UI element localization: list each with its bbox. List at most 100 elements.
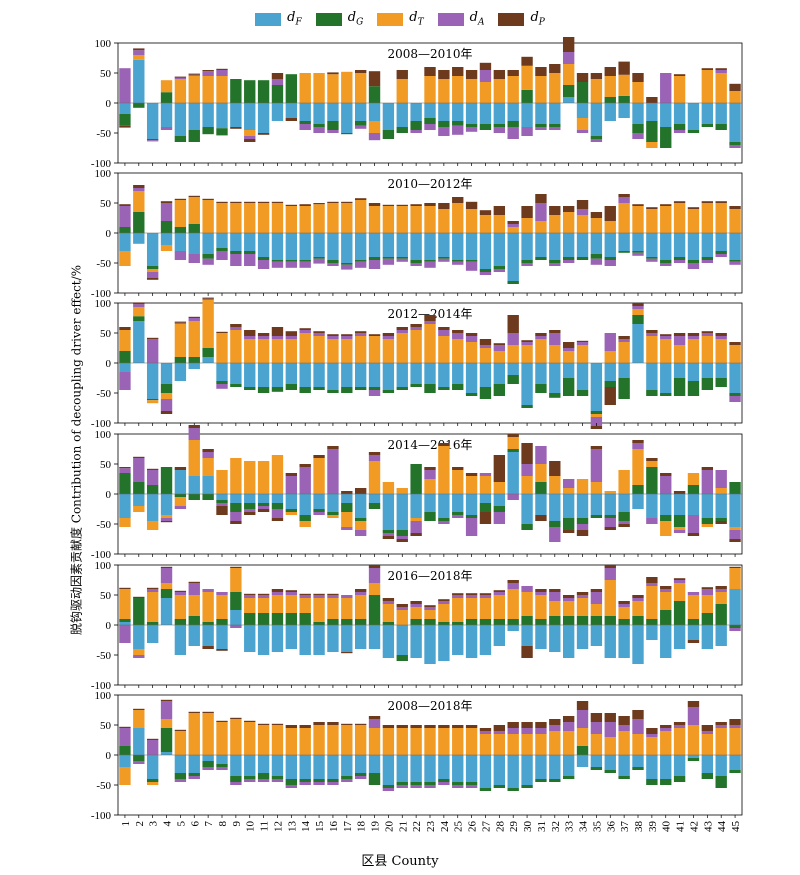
bar-dT-county-13 — [285, 595, 298, 613]
bar-dF-county-1 — [119, 363, 131, 372]
bar-dA-county-16 — [327, 336, 339, 339]
bar-dT-county-22 — [410, 330, 422, 363]
bar-dP-county-23 — [424, 203, 436, 206]
bar-dP-county-44 — [715, 333, 727, 336]
bar-dP-county-5 — [174, 590, 187, 592]
bar-dF-county-19 — [368, 233, 381, 257]
bar-dG-county-28 — [493, 124, 506, 127]
x-tick-label: 36 — [605, 821, 617, 833]
bar-dT-county-33 — [562, 601, 575, 616]
bar-dP-county-14 — [299, 593, 311, 595]
bar-dP-county-16 — [327, 593, 339, 595]
bar-dP-county-10 — [244, 720, 256, 722]
bar-dF-county-25 — [452, 103, 464, 121]
bar-dP-county-23 — [424, 605, 436, 607]
bar-dF-county-41 — [673, 625, 686, 649]
bar-dT-county-40 — [660, 731, 672, 755]
bar-dF-county-37 — [618, 103, 630, 118]
bar-dA-county-43 — [701, 260, 714, 263]
bar-dF-county-21 — [396, 494, 408, 530]
y-tick-label: -100 — [91, 158, 112, 170]
bar-dG-county-40 — [660, 127, 672, 148]
bar-dT-county-36 — [604, 351, 616, 363]
bar-dT-county-15 — [313, 73, 325, 103]
bar-dT-county-23 — [424, 76, 436, 103]
bar-dG-county-28 — [493, 506, 506, 512]
bar-dG-county-3 — [146, 139, 159, 141]
bar-dP-county-39 — [646, 577, 658, 583]
bar-dG-county-35 — [590, 515, 603, 518]
bar-dA-county-28 — [493, 269, 506, 272]
bar-dP-county-27 — [479, 339, 492, 345]
bar-dF-county-28 — [493, 625, 506, 646]
bar-dF-county-43 — [701, 494, 714, 518]
bar-dG-county-29 — [507, 449, 519, 452]
bar-dG-county-27 — [479, 788, 492, 791]
bar-dA-county-3 — [146, 470, 159, 485]
x-tick-label: 8 — [217, 821, 229, 827]
bar-dF-county-34 — [576, 494, 589, 518]
bar-dG-county-24 — [438, 257, 450, 259]
bar-dT-county-37 — [618, 731, 630, 755]
bar-dF-county-39 — [646, 363, 658, 390]
bar-dT-county-31 — [535, 221, 547, 233]
panel-1: -100 -50 0 50 100 2008—2010年 — [91, 37, 743, 170]
bar-dT-county-22 — [410, 607, 422, 619]
bar-dP-county-21 — [396, 604, 408, 607]
y-tick-label: 50 — [100, 68, 112, 80]
bar-dA-county-10 — [244, 509, 256, 512]
bar-dA-county-45 — [729, 628, 741, 631]
bar-dF-county-32 — [549, 494, 561, 521]
bar-dG-county-28 — [493, 619, 506, 625]
bar-dT-county-21 — [396, 333, 408, 363]
bar-dF-county-5 — [174, 470, 187, 494]
bar-dP-county-29 — [507, 221, 519, 224]
bar-dG-county-19 — [368, 503, 381, 509]
bar-dP-county-40 — [660, 204, 672, 206]
bar-dP-county-6 — [188, 73, 200, 75]
bar-dP-county-1 — [119, 204, 131, 206]
bar-dT-county-18 — [354, 73, 367, 103]
bar-dP-county-15 — [313, 593, 325, 595]
bar-dF-county-25 — [452, 363, 464, 384]
bar-dP-county-16 — [327, 201, 339, 203]
bar-dP-county-12 — [271, 327, 284, 336]
bar-dP-county-2 — [133, 456, 145, 458]
bar-dF-county-31 — [535, 494, 547, 515]
bar-dT-county-41 — [673, 203, 686, 233]
bar-dG-county-15 — [313, 509, 325, 512]
bar-dT-county-17 — [341, 71, 353, 103]
bar-dF-county-24 — [438, 363, 450, 387]
bar-dG-county-44 — [715, 776, 727, 788]
bar-dG-county-8 — [216, 128, 228, 136]
bar-dF-county-28 — [493, 755, 506, 785]
y-tick-label: -100 — [91, 810, 112, 822]
bar-dA-county-11 — [257, 595, 270, 598]
bar-dT-county-11 — [257, 461, 270, 494]
bar-dF-county-45 — [729, 494, 741, 527]
bar-dA-county-15 — [313, 127, 325, 133]
bar-dF-county-8 — [216, 233, 228, 248]
bar-dF-county-27 — [479, 233, 492, 269]
bar-dF-county-43 — [701, 233, 714, 257]
bar-dG-county-26 — [465, 515, 478, 518]
bar-dG-county-20 — [382, 530, 395, 533]
bar-dT-county-8 — [216, 722, 228, 755]
bar-dP-county-7 — [202, 449, 214, 452]
bar-dF-county-40 — [660, 755, 672, 779]
bar-dT-county-12 — [271, 725, 284, 755]
bar-dP-county-3 — [146, 468, 159, 470]
bar-dG-county-12 — [271, 387, 284, 392]
bar-dT-county-9 — [230, 458, 242, 494]
bar-dP-county-2 — [133, 48, 145, 51]
bar-dP-county-33 — [562, 206, 575, 212]
bar-dP-county-32 — [549, 64, 561, 73]
bar-dG-county-39 — [646, 619, 658, 625]
bar-dA-county-32 — [549, 333, 561, 345]
bar-dG-county-36 — [604, 616, 616, 625]
bar-dA-county-5 — [174, 779, 187, 782]
bar-dP-county-19 — [368, 452, 381, 455]
bar-dT-county-13 — [285, 339, 298, 363]
bar-dG-county-12 — [271, 85, 284, 103]
bar-dF-county-38 — [632, 494, 644, 509]
